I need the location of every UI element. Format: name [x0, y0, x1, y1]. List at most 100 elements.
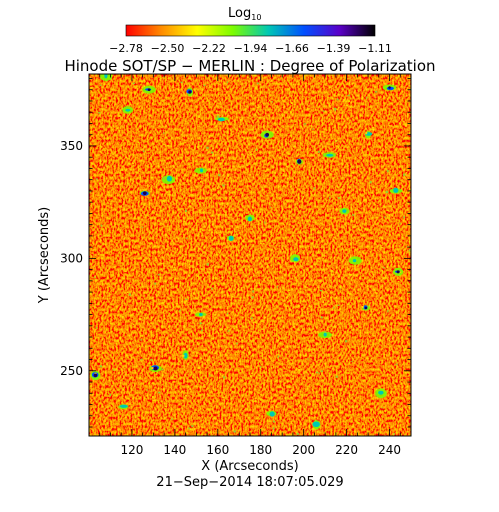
heatmap-texture [89, 74, 411, 436]
speckle [302, 195, 304, 198]
speckle [251, 296, 254, 299]
speckle [208, 160, 211, 163]
speckle [296, 432, 299, 435]
speckle [180, 81, 183, 84]
speckle [231, 295, 234, 298]
speckle [193, 427, 196, 431]
speckle [198, 209, 200, 212]
speckle [263, 371, 266, 374]
speckle [154, 282, 156, 285]
polarization-features [89, 74, 411, 436]
speckle [249, 153, 252, 156]
speckle [183, 325, 186, 328]
speckle [392, 257, 394, 259]
x-tick-label: 200 [292, 443, 315, 457]
speckle [339, 288, 341, 290]
speckle [143, 317, 146, 319]
speckle [100, 365, 103, 368]
speckle [334, 108, 337, 112]
speckle [374, 292, 377, 294]
speckle [208, 358, 210, 361]
speckle [101, 338, 103, 340]
speckle [207, 140, 210, 143]
speckle [380, 246, 383, 249]
speckle [310, 412, 312, 416]
speckle [126, 422, 128, 425]
speckle [294, 261, 296, 263]
speckle [166, 191, 169, 193]
speckle [249, 375, 251, 378]
speckle [335, 375, 338, 378]
speckle [236, 218, 238, 221]
speckle [313, 187, 316, 190]
speckle [258, 254, 260, 256]
speckle [202, 315, 205, 319]
speckle [348, 100, 351, 103]
colorbar-tick-label: −1.66 [275, 42, 309, 55]
speckle [337, 359, 339, 361]
speckle [385, 190, 389, 194]
speckle [241, 240, 244, 242]
speckle [116, 127, 119, 130]
speckle [308, 349, 310, 352]
speckle [129, 325, 132, 327]
speckle [121, 168, 124, 171]
speckle [152, 396, 154, 399]
speckle [287, 366, 290, 368]
speckle [222, 184, 225, 187]
speckle [173, 266, 176, 269]
speckle [95, 279, 98, 282]
speckle [212, 400, 215, 403]
speckle [129, 178, 132, 181]
speckle [328, 105, 331, 107]
speckle [210, 287, 213, 290]
speckle [102, 282, 104, 286]
speckle [198, 247, 201, 250]
speckle [286, 181, 289, 184]
speckle [318, 372, 321, 374]
feature-core [323, 332, 327, 337]
speckle [379, 244, 381, 247]
speckle [138, 318, 142, 321]
speckle [350, 101, 353, 104]
speckle [298, 368, 301, 372]
speckle [203, 84, 206, 87]
colorbar [125, 24, 376, 37]
speckle [363, 253, 365, 255]
speckle [170, 143, 172, 145]
speckle [134, 308, 137, 310]
speckle [125, 395, 127, 399]
speckle [157, 273, 160, 276]
speckle [341, 352, 343, 354]
speckle [346, 303, 350, 305]
speckle [387, 309, 389, 313]
speckle [276, 286, 279, 288]
speckle [393, 433, 395, 435]
speckle [339, 408, 341, 411]
feature-core [342, 209, 347, 213]
speckle [108, 285, 110, 288]
speckle [408, 406, 411, 410]
speckle [135, 87, 137, 89]
speckle [286, 177, 289, 180]
speckle [100, 84, 102, 87]
speckle [130, 314, 132, 317]
speckle [344, 340, 348, 343]
speckle [329, 109, 332, 111]
speckle [387, 209, 390, 211]
speckle [322, 410, 324, 414]
feature-peak [93, 373, 98, 378]
speckle [273, 420, 275, 423]
speckle [199, 322, 202, 325]
speckle [352, 214, 355, 216]
speckle [137, 141, 140, 144]
speckle [246, 164, 249, 167]
speckle [348, 371, 350, 375]
speckle [282, 174, 285, 176]
speckle [397, 280, 400, 283]
speckle [129, 341, 132, 344]
speckle [217, 156, 220, 160]
speckle [290, 101, 293, 105]
feature-core [217, 117, 225, 122]
